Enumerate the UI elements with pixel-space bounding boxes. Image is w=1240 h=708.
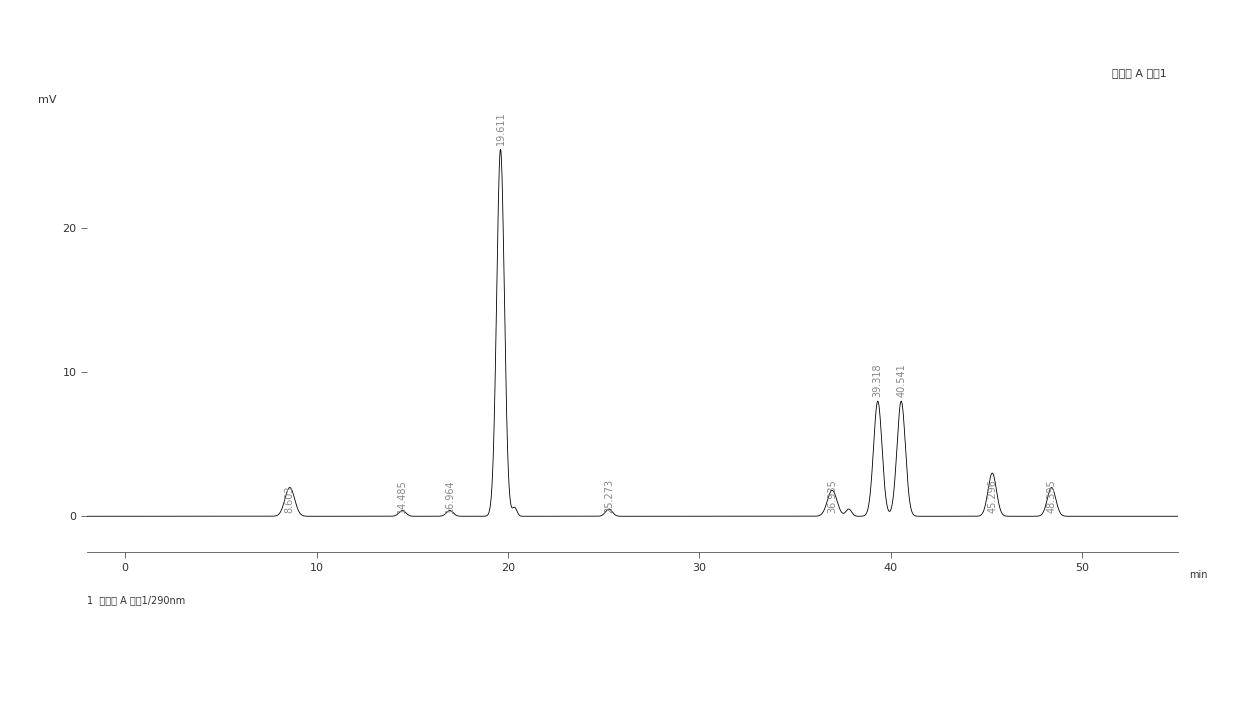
- Text: 48.395: 48.395: [1047, 479, 1056, 513]
- Text: 14.485: 14.485: [397, 479, 408, 513]
- Text: 39.318: 39.318: [873, 363, 883, 396]
- Text: 25.273: 25.273: [604, 479, 614, 513]
- Text: 8.603: 8.603: [285, 486, 295, 513]
- Text: 1  检测器 A 频道1/290nm: 1 检测器 A 频道1/290nm: [87, 595, 185, 605]
- Text: 19.611: 19.611: [496, 111, 506, 145]
- Text: 检测器 A 频道1: 检测器 A 频道1: [1112, 68, 1167, 78]
- Text: min: min: [1189, 570, 1208, 580]
- Text: mV: mV: [37, 94, 56, 105]
- Text: 36.935: 36.935: [827, 479, 837, 513]
- Text: 40.541: 40.541: [897, 363, 906, 396]
- Text: 45.296: 45.296: [987, 479, 997, 513]
- Text: 16.964: 16.964: [445, 480, 455, 513]
